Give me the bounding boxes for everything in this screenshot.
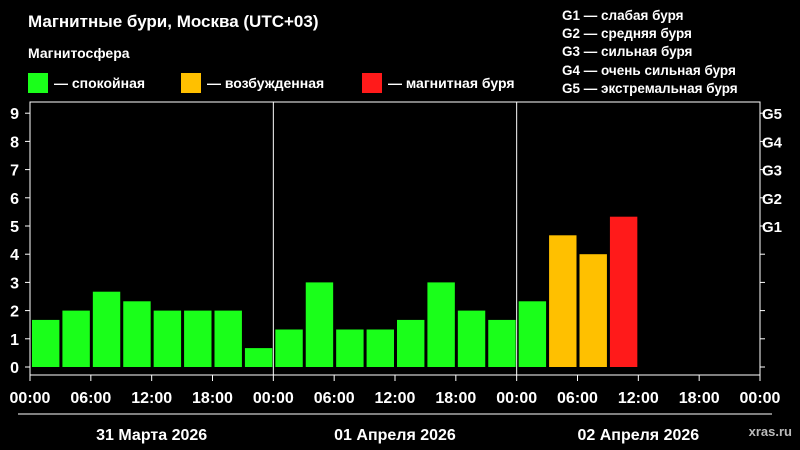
day-label: 31 Марта 2026 (96, 427, 207, 444)
bar-quiet (366, 329, 394, 367)
x-tick-label: 00:00 (10, 390, 51, 407)
bar-active (549, 235, 577, 367)
bar-quiet (214, 310, 242, 367)
magnetosphere-label: Магнитосфера (28, 45, 130, 61)
y-tick-label: 4 (10, 247, 19, 264)
y-tick-label: 1 (10, 332, 19, 349)
y-tick-label: 9 (10, 106, 19, 123)
g-level-label: G4 (762, 134, 783, 151)
bar-quiet (32, 319, 60, 367)
legend-label-quiet: — спокойная (54, 75, 146, 91)
y-tick-label: 3 (10, 275, 19, 292)
legend-swatch-storm (362, 73, 382, 93)
legend-item-active: — возбужденная (181, 73, 324, 93)
x-tick-label: 06:00 (557, 390, 598, 407)
bar-quiet (488, 319, 516, 367)
y-tick-label: 2 (10, 304, 19, 321)
bar-quiet (275, 329, 303, 367)
x-tick-label: 12:00 (375, 390, 416, 407)
day-label: 02 Апреля 2026 (577, 427, 699, 444)
x-tick-label: 18:00 (192, 390, 233, 407)
storm-scale-g5: G5 — экстремальная буря (562, 80, 738, 96)
bar-storm (609, 216, 638, 367)
legend-label-storm: — магнитная буря (388, 75, 515, 91)
bar-quiet (92, 291, 121, 367)
bar-quiet (244, 348, 273, 367)
storm-scale-g3: G3 — сильная буря (562, 44, 693, 60)
chart-title: Магнитные бури, Москва (UTC+03) (28, 12, 319, 31)
bar-quiet (336, 329, 364, 367)
storm-scale-g1: G1 — слабая буря (562, 8, 684, 23)
bar-quiet (397, 319, 425, 367)
x-tick-label: 06:00 (314, 390, 355, 407)
g-level-label: G5 (762, 106, 782, 123)
storm-scale-g4: G4 — очень сильная буря (562, 62, 736, 78)
g-level-label: G3 (762, 163, 782, 180)
y-tick-label: 7 (10, 163, 19, 180)
legend-swatch-active (181, 73, 201, 93)
bar-quiet (123, 301, 151, 367)
bar-quiet (427, 282, 455, 367)
y-tick-label: 5 (10, 219, 19, 236)
storm-scale-list: G1 — слабая буря G2 — средняя буря G3 — … (562, 7, 738, 98)
x-tick-label: 18:00 (435, 390, 476, 407)
legend-label-active: — возбужденная (207, 75, 325, 91)
x-tick-label: 12:00 (618, 390, 659, 407)
bar-quiet (457, 310, 486, 367)
x-tick-label: 06:00 (70, 390, 111, 407)
y-tick-label: 6 (10, 191, 19, 208)
bar-active (579, 254, 607, 367)
storm-scale-g2: G2 — средняя буря (562, 26, 692, 42)
legend-item-quiet: — спокойная (28, 73, 145, 93)
x-tick-label: 00:00 (740, 390, 781, 407)
day-label: 01 Апреля 2026 (334, 427, 456, 444)
g-level-label: G2 (762, 191, 782, 208)
x-tick-label: 18:00 (679, 390, 720, 407)
y-tick-label: 8 (10, 134, 19, 151)
legend-item-storm: — магнитная буря (362, 73, 515, 93)
bar-quiet (153, 310, 182, 367)
bar-quiet (184, 310, 212, 367)
bar-quiet (62, 310, 90, 367)
g-level-label: G1 (762, 219, 782, 236)
bar-quiet (305, 282, 334, 367)
x-tick-label: 00:00 (496, 390, 537, 407)
x-tick-label: 00:00 (253, 390, 294, 407)
x-tick-label: 12:00 (131, 390, 172, 407)
watermark: xras.ru (748, 424, 792, 439)
bar-quiet (518, 301, 547, 367)
y-tick-label: 0 (10, 360, 19, 377)
legend-swatch-quiet (28, 73, 48, 93)
